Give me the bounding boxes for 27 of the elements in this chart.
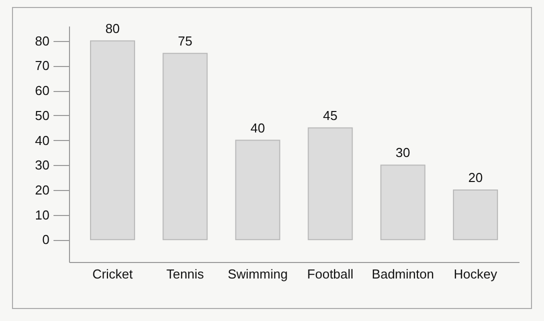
bar [380,164,426,240]
x-tick-label: Badminton [372,266,434,282]
data-label: 75 [178,33,192,48]
bar [308,127,353,240]
data-label: 30 [396,145,410,160]
y-tick-label: 30 [35,158,50,173]
bar [90,40,136,240]
bar [162,52,208,240]
data-label: 80 [105,20,120,36]
x-tick-label: Swimming [228,266,288,282]
data-label: 20 [468,170,483,185]
y-tick-label: 80 [35,33,50,48]
data-label: 40 [250,120,265,136]
y-tick-label: 0 [42,232,50,248]
x-tick-label: Tennis [166,266,204,282]
y-tick-label: 50 [35,108,50,123]
y-tick-label: 20 [35,182,50,198]
data-label: 45 [323,108,338,123]
y-tick-label: 40 [35,132,50,148]
y-tick-label: 10 [35,207,50,222]
bar [452,189,498,240]
x-tick-label: Football [307,266,354,282]
bar [235,140,280,240]
y-tick-label: 60 [35,83,50,98]
y-tick-label: 70 [35,58,50,74]
x-tick-label: Cricket [92,266,134,282]
x-tick-label: Hockey [454,266,498,282]
